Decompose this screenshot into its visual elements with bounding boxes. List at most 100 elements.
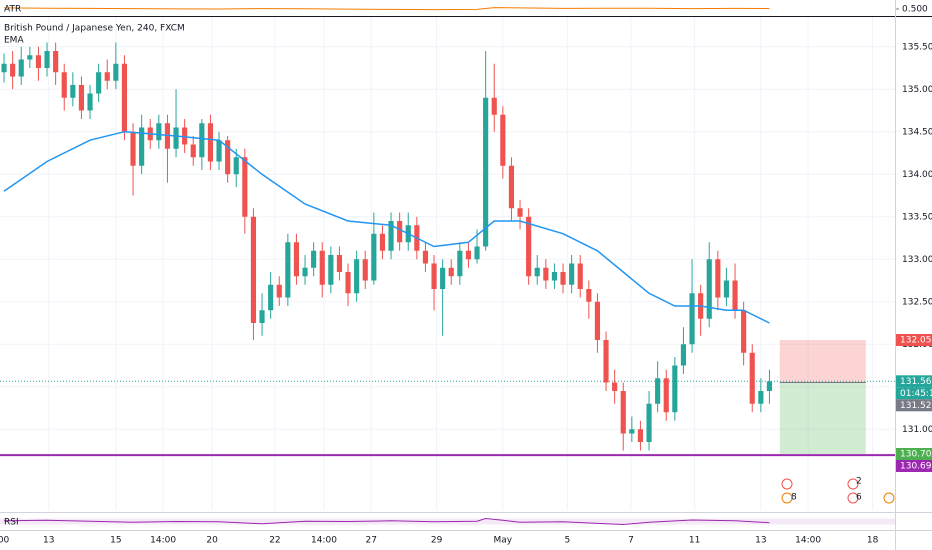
- ema-legend[interactable]: EMA: [4, 36, 24, 46]
- candle-body: [715, 259, 721, 298]
- candle-body: [207, 123, 214, 162]
- candle-body: [543, 267, 549, 281]
- x-tick-label: 29: [431, 536, 443, 546]
- y-tick-label: 135.000: [902, 85, 932, 95]
- candle-body: [104, 72, 110, 81]
- candle-body: [18, 59, 24, 77]
- candle-body: [96, 72, 102, 94]
- candle-body: [199, 123, 205, 158]
- event-icon[interactable]: [883, 492, 895, 504]
- candle-body: [741, 310, 747, 353]
- candle-body: [78, 85, 85, 111]
- candle-body: [173, 127, 179, 149]
- price-label: 131.564: [900, 377, 932, 387]
- candle-body: [655, 378, 661, 404]
- candle-body: [491, 97, 497, 115]
- candle-body: [620, 391, 626, 434]
- y-tick-label: 132.500: [902, 297, 932, 307]
- candle-body: [577, 263, 583, 289]
- candle-body: [156, 123, 162, 141]
- x-tick-label: 14:00: [150, 536, 176, 546]
- candle-body: [345, 272, 351, 294]
- price-label: 130.696: [900, 461, 932, 471]
- price-label-box: [896, 447, 932, 460]
- candle-body: [517, 208, 523, 217]
- price-label: 132.050: [900, 336, 932, 346]
- candle-body: [328, 255, 334, 285]
- candle-body: [526, 216, 532, 277]
- candle-body: [242, 157, 248, 217]
- candle-body: [483, 97, 489, 247]
- event-count: 2: [856, 477, 862, 487]
- x-tick-label: 22: [269, 536, 280, 546]
- rsi-line: [3, 517, 770, 526]
- event-icons[interactable]: 8 2 6: [781, 477, 895, 504]
- candle-body: [422, 250, 429, 264]
- position-risk: [779, 340, 866, 383]
- candle-body: [190, 144, 196, 158]
- rsi-legend[interactable]: RSI: [4, 518, 19, 528]
- candle-body: [560, 272, 566, 285]
- candle-body: [216, 140, 222, 162]
- candle-body: [551, 272, 558, 281]
- event-icon[interactable]: [847, 492, 859, 504]
- event-count: 6: [856, 493, 862, 503]
- atr-tick-label: 0.500: [902, 5, 928, 15]
- candle-body: [603, 340, 609, 383]
- symbol-legend[interactable]: British Pound / Japanese Yen, 240, FXCM: [4, 24, 185, 34]
- candle-body: [474, 246, 480, 260]
- price-label: 130.709: [900, 449, 932, 459]
- x-tick-label: May: [494, 536, 513, 546]
- event-count: 8: [791, 493, 797, 503]
- candle-body: [758, 391, 764, 404]
- candle-body: [500, 114, 506, 166]
- y-tick-label: 135.500: [902, 42, 932, 52]
- candle-body: [259, 310, 265, 323]
- price-label-box: [896, 399, 932, 412]
- x-tick-label: 14:00: [311, 536, 337, 546]
- candle-body: [61, 72, 67, 98]
- candle-body: [319, 250, 325, 285]
- event-icon[interactable]: [847, 478, 859, 490]
- candle-body: [586, 289, 592, 302]
- candle-body: [225, 140, 231, 175]
- candle-body: [766, 381, 773, 391]
- x-tick-label: 13: [755, 536, 766, 546]
- candle-body: [465, 250, 472, 260]
- candle-body: [70, 85, 76, 98]
- event-icon[interactable]: [781, 478, 793, 490]
- candle-body: [113, 63, 119, 81]
- candle-body: [362, 259, 368, 281]
- price-label: 131.523: [900, 401, 932, 411]
- candle-body: [397, 221, 403, 243]
- y-tick-label: 133.500: [902, 212, 932, 222]
- candle-body: [285, 242, 291, 298]
- candle-body: [276, 284, 282, 298]
- event-icon[interactable]: [781, 492, 793, 504]
- candle-body: [723, 280, 730, 298]
- candle-body: [388, 221, 394, 251]
- candle-body: [637, 429, 644, 442]
- x-tick-label: 5: [564, 536, 570, 546]
- y-tick-label: 134.500: [902, 127, 932, 137]
- y-tick-label: 133.000: [902, 255, 932, 265]
- candle-body: [336, 255, 343, 272]
- candle-body: [35, 55, 42, 68]
- candle-body: [268, 284, 274, 311]
- chart-layer: 131.000131.500132.000132.500133.000133.5…: [0, 5, 932, 546]
- candle-body: [457, 250, 463, 277]
- candle-body: [53, 51, 59, 73]
- position-reward: [779, 382, 866, 454]
- candle-body: [612, 382, 618, 391]
- candle-body: [250, 216, 257, 323]
- atr-legend[interactable]: ATR: [4, 5, 21, 15]
- candle-body: [233, 157, 239, 175]
- candle-body: [139, 127, 145, 166]
- x-tick-label: 20: [206, 536, 218, 546]
- candle-body: [749, 352, 755, 404]
- candle-body: [354, 259, 360, 294]
- y-tick-label: 134.000: [902, 170, 932, 180]
- candle-body: [629, 429, 635, 434]
- candle-body: [534, 267, 540, 277]
